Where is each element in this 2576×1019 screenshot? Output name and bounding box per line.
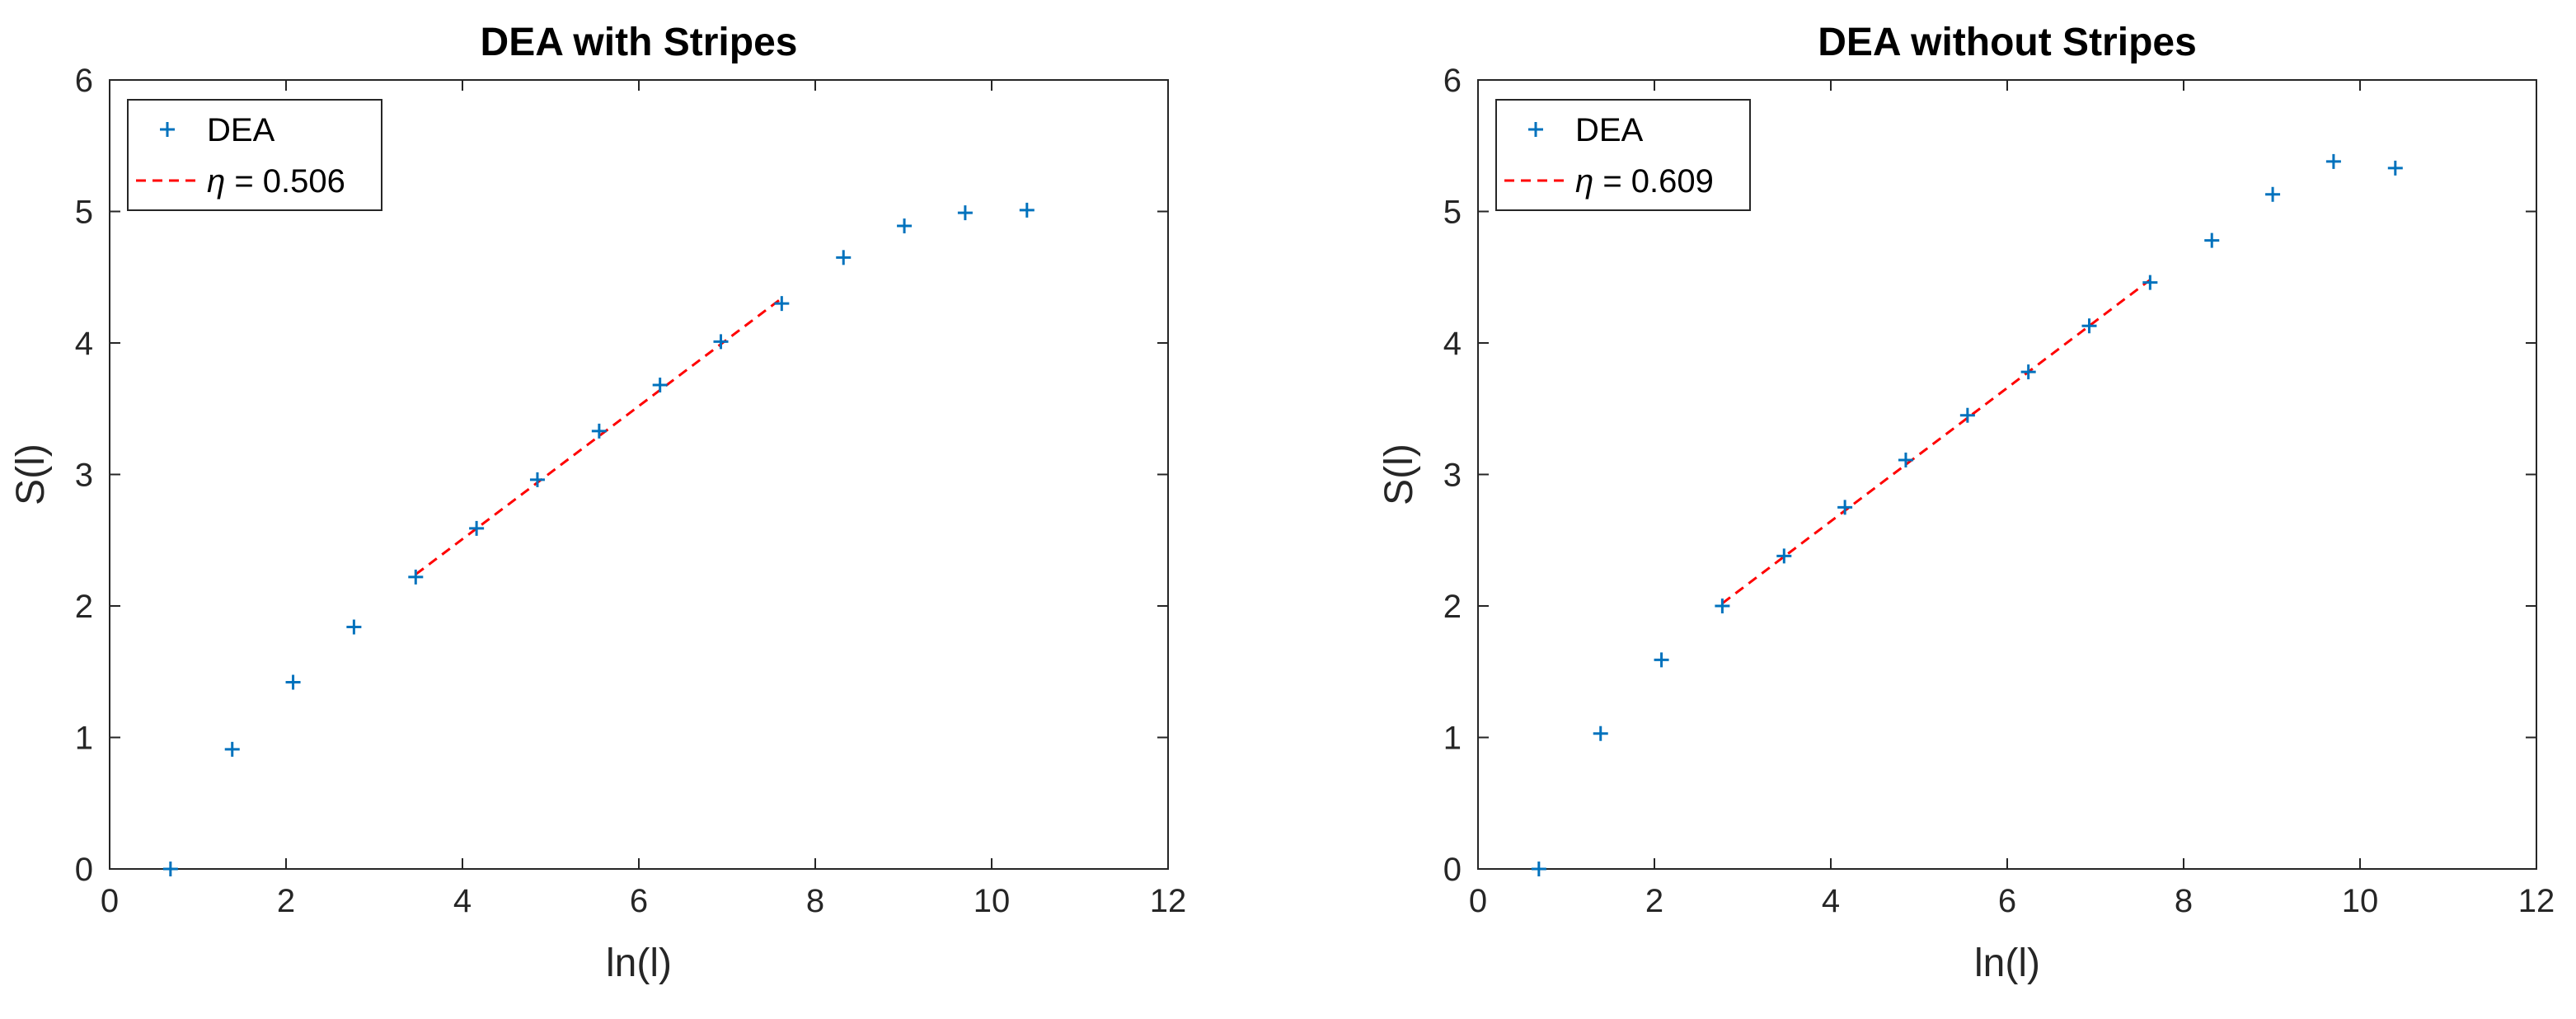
data-point: [162, 862, 178, 876]
y-tick-label: 5: [1443, 195, 1462, 231]
y-tick-label: 5: [75, 195, 93, 231]
data-point: [2081, 318, 2097, 334]
data-point: [2265, 186, 2281, 202]
tick-marks: [109, 79, 1169, 870]
legend: DEA η = 0.506: [127, 99, 382, 211]
data-point: [2020, 364, 2036, 380]
data-point: [1593, 726, 1608, 741]
y-tick-label: 2: [75, 589, 93, 625]
x-tick-label: 12: [2518, 883, 2555, 919]
data-point: [2204, 232, 2220, 248]
legend-label-dea: DEA: [207, 112, 275, 148]
data-point: [1898, 452, 1913, 467]
data-point: [1019, 202, 1035, 218]
x-tick-label: 6: [630, 883, 648, 919]
y-tick-label: 4: [1443, 326, 1462, 362]
x-axis-label: ln(l): [1974, 942, 2040, 985]
data-series: [162, 202, 1035, 876]
data-point: [346, 619, 362, 635]
y-tick-label: 3: [1443, 458, 1462, 494]
legend-marker-dea: [160, 122, 175, 137]
data-point: [1959, 407, 1975, 423]
x-tick-label: 12: [1150, 883, 1187, 919]
x-tick-label: 4: [453, 883, 472, 919]
data-point: [1531, 862, 1546, 876]
y-tick-label: 0: [75, 852, 93, 888]
data-point: [652, 378, 668, 393]
y-tick-label: 1: [1443, 721, 1462, 757]
data-point: [957, 205, 973, 221]
y-tick-label: 0: [1443, 852, 1462, 888]
legend-eta-value: = 0.506: [225, 163, 345, 200]
fit-line: [1721, 279, 2151, 605]
y-tick-labels: 0 1 2 3 4 5 6: [1443, 63, 1462, 888]
legend-box: [127, 99, 382, 211]
data-point: [897, 218, 913, 234]
x-tick-label: 0: [1469, 883, 1487, 919]
y-axis-label: S(l): [9, 444, 53, 505]
x-tick-label: 10: [974, 883, 1011, 919]
legend-label-fit: η = 0.609: [1575, 163, 1714, 200]
legend-marker-dea: [1528, 122, 1543, 137]
chart-title: DEA with Stripes: [481, 21, 798, 64]
y-tick-label: 2: [1443, 589, 1462, 625]
data-point: [408, 569, 424, 585]
data-point: [1715, 599, 1730, 613]
y-tick-label: 3: [75, 458, 93, 494]
x-tick-labels: 0 2 4 6 8 10 12: [1469, 883, 2555, 919]
y-tick-label: 4: [75, 326, 93, 362]
x-tick-label: 2: [1645, 883, 1663, 919]
legend-label-fit: η = 0.506: [207, 163, 345, 200]
data-point: [836, 250, 852, 265]
legend-eta-value: = 0.609: [1593, 163, 1714, 200]
y-tick-labels: 0 1 2 3 4 5 6: [75, 63, 93, 888]
x-tick-label: 0: [101, 883, 119, 919]
data-point: [1837, 500, 1853, 515]
y-tick-label: 6: [1443, 63, 1462, 99]
legend-eta-symbol: η: [207, 163, 225, 200]
x-tick-label: 10: [2342, 883, 2379, 919]
data-point: [1654, 652, 1669, 668]
data-point: [713, 334, 729, 350]
x-tick-label: 2: [277, 883, 295, 919]
x-axis-label: ln(l): [606, 942, 672, 985]
data-point: [285, 674, 301, 690]
data-series: [1531, 153, 2403, 876]
chart-title: DEA without Stripes: [1818, 21, 2197, 64]
legend-box: [1495, 99, 1751, 211]
data-point: [2142, 275, 2158, 290]
data-point: [2387, 160, 2403, 176]
x-tick-label: 4: [1822, 883, 1840, 919]
y-tick-label: 1: [75, 721, 93, 757]
x-tick-label: 8: [2175, 883, 2193, 919]
x-tick-label: 8: [806, 883, 824, 919]
legend-eta-symbol: η: [1575, 163, 1593, 200]
data-point: [224, 741, 240, 757]
legend: DEA η = 0.609: [1495, 99, 1751, 211]
legend-label-dea: DEA: [1575, 112, 1644, 148]
y-axis-label: S(l): [1377, 444, 1421, 505]
data-point: [2325, 153, 2341, 169]
x-tick-labels: 0 2 4 6 8 10 12: [101, 883, 1186, 919]
data-point: [1776, 548, 1792, 564]
y-tick-label: 6: [75, 63, 93, 99]
data-point: [529, 472, 545, 487]
data-point: [591, 423, 607, 439]
tick-marks: [1477, 79, 2537, 870]
x-tick-label: 6: [1998, 883, 2016, 919]
data-point: [774, 296, 790, 312]
data-point: [469, 520, 485, 536]
